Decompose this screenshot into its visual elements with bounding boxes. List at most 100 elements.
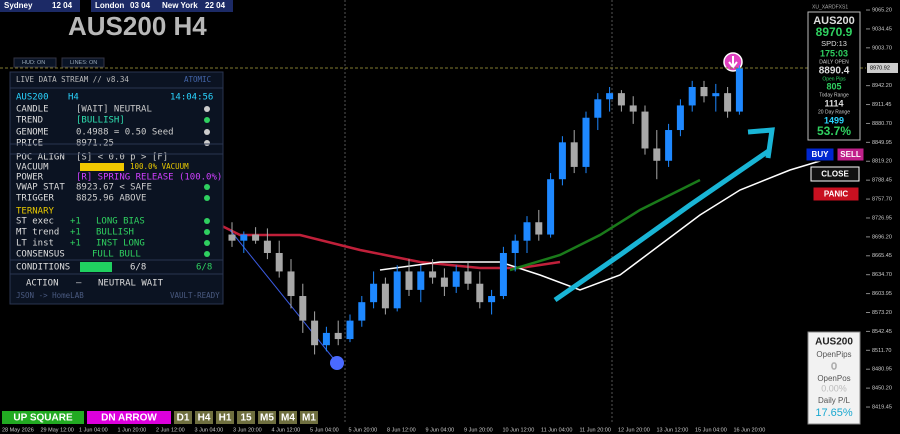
- trade-button-label: CLOSE: [821, 170, 849, 179]
- info-panel: [807, 11, 861, 141]
- trade-button[interactable]: [812, 186, 860, 202]
- timeframe-label: H4: [198, 413, 211, 424]
- candle-body: [346, 320, 354, 340]
- timeframe-button[interactable]: [300, 411, 318, 424]
- x-tick-label: 12 Jun 20:00: [618, 427, 650, 433]
- hud-label: GENOME: [16, 128, 49, 138]
- info-line: DAILY OPEN: [819, 59, 849, 65]
- candle-body: [606, 93, 614, 100]
- timeframe-label: M4: [281, 413, 295, 424]
- summary-line: 0.00%: [821, 383, 847, 393]
- hud-value: [BULLISH]: [76, 116, 125, 126]
- timeframe-label: M5: [260, 413, 274, 424]
- timeframe-button[interactable]: [2, 411, 84, 424]
- candle-body: [287, 271, 295, 297]
- toggle[interactable]: [61, 57, 105, 68]
- hud-label: TREND: [16, 116, 43, 126]
- trade-button[interactable]: [810, 166, 860, 182]
- current-price-box: [867, 62, 898, 73]
- x-tick-label: 13 Jun 12:00: [657, 427, 689, 433]
- x-tick-label: 1 Jun 04:00: [79, 427, 108, 433]
- status-dot: [204, 195, 210, 201]
- y-tick-label: 8849.95: [872, 140, 892, 146]
- y-tick-label: 9034.45: [872, 26, 892, 32]
- action-dash: —: [76, 279, 82, 289]
- candle-body: [594, 99, 602, 118]
- timeframe-button[interactable]: [174, 411, 192, 424]
- candle-body: [440, 277, 448, 287]
- y-tick-label: 8573.20: [872, 310, 892, 316]
- arrow-head: [747, 127, 775, 159]
- clock-cell: [158, 0, 233, 12]
- x-tick-label: 28 May 2026: [2, 427, 34, 433]
- candle-body: [381, 283, 389, 309]
- toggle-label: HUD: ON: [22, 60, 45, 66]
- info-line: 805: [826, 81, 841, 91]
- timeframe-button[interactable]: [258, 411, 276, 424]
- candle-body: [735, 67, 743, 112]
- ternary-title: TERNARY: [16, 207, 55, 217]
- y-tick-label: 8819.20: [872, 159, 892, 165]
- x-tick-label: 5 Jun 20:00: [349, 427, 378, 433]
- clock-cell: [91, 0, 158, 12]
- timeframe-button[interactable]: [87, 411, 171, 424]
- y-tick-label: 8942.20: [872, 83, 892, 89]
- candle-body: [405, 271, 413, 290]
- info-line: 20 Day Range: [818, 109, 850, 115]
- candle-body: [464, 271, 472, 284]
- hud-footer: JSON -> HomeLAB: [16, 291, 84, 300]
- candle-body: [547, 179, 555, 235]
- y-tick-label: 8511.70: [872, 348, 891, 354]
- status-dot: [204, 106, 210, 112]
- info-line: 8970.9: [816, 25, 853, 39]
- timeframe-button[interactable]: [279, 411, 297, 424]
- x-tick-label: 3 Jun 04:00: [195, 427, 224, 433]
- symbol-title: AUS200 H4: [68, 11, 207, 41]
- consensus-label: CONSENSUS: [16, 250, 65, 260]
- y-tick-label: 8665.45: [872, 253, 892, 259]
- summary-line: OpenPos: [817, 374, 850, 383]
- y-tick-label: 8634.70: [872, 272, 892, 278]
- y-tick-label: 9065.20: [872, 7, 892, 13]
- hud-value: [WAIT] NEUTRAL: [76, 105, 152, 115]
- candle-body: [252, 234, 260, 241]
- ternary-text: LONG BIAS: [96, 217, 145, 227]
- y-tick-label: 8419.45: [872, 404, 892, 410]
- clock-cell: [0, 0, 80, 12]
- ternary-score: +1: [70, 228, 81, 238]
- clock-time: 12 04: [52, 1, 73, 10]
- status-dot: [204, 218, 210, 224]
- candle-body: [570, 142, 578, 167]
- timeframe-button[interactable]: [216, 411, 234, 424]
- conditions-bar-value: 6/8: [130, 263, 146, 273]
- trade-button[interactable]: [805, 147, 835, 162]
- info-line: Today Range: [819, 92, 849, 98]
- summary-panel: [807, 331, 861, 425]
- timeframe-button[interactable]: [195, 411, 213, 424]
- hud-timeframe: H4: [68, 93, 79, 103]
- hud-header: LIVE DATA STREAM // v8.34: [16, 75, 129, 84]
- x-tick-label: 8 Jun 12:00: [387, 427, 416, 433]
- hud-value: 100.0% VACUUM: [130, 162, 189, 171]
- info-line: 1114: [824, 98, 843, 108]
- trade-button-label: BUY: [812, 150, 830, 159]
- hud-label: VWAP STAT: [16, 183, 65, 193]
- y-tick-label: 8788.45: [872, 178, 892, 184]
- candle-body: [417, 271, 425, 290]
- candle-body: [358, 302, 366, 321]
- ternary-score: +1: [70, 217, 81, 227]
- conditions-label: CONDITIONS: [16, 263, 70, 273]
- hud-value: [S] < 0.0 p > [F]: [76, 153, 168, 163]
- toggle[interactable]: [13, 57, 57, 68]
- trade-button-label: SELL: [840, 150, 861, 159]
- trade-button-label: PANIC: [824, 190, 849, 199]
- summary-line: AUS200: [815, 337, 853, 348]
- candle-body: [311, 320, 319, 346]
- x-tick-label: 11 Jun 20:00: [580, 427, 611, 433]
- info-line: 175:03: [820, 48, 848, 58]
- ternary-label: MT trend: [16, 228, 59, 238]
- candle-body: [641, 111, 649, 149]
- trade-button[interactable]: [836, 147, 865, 162]
- timeframe-button[interactable]: [237, 411, 255, 424]
